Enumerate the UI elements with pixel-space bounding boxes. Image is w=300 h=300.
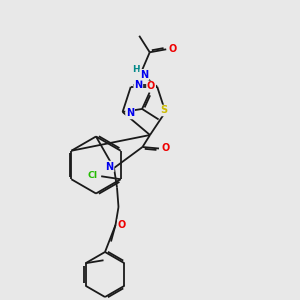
Text: O: O [168,44,176,54]
Text: N: N [105,161,114,172]
Text: Cl: Cl [87,171,97,180]
Text: S: S [160,106,167,116]
Text: O: O [161,143,170,154]
Text: O: O [118,220,126,230]
Text: N: N [134,80,142,90]
Text: O: O [147,82,155,92]
Text: H: H [132,65,140,74]
Text: N: N [140,70,148,80]
Text: N: N [126,109,134,118]
